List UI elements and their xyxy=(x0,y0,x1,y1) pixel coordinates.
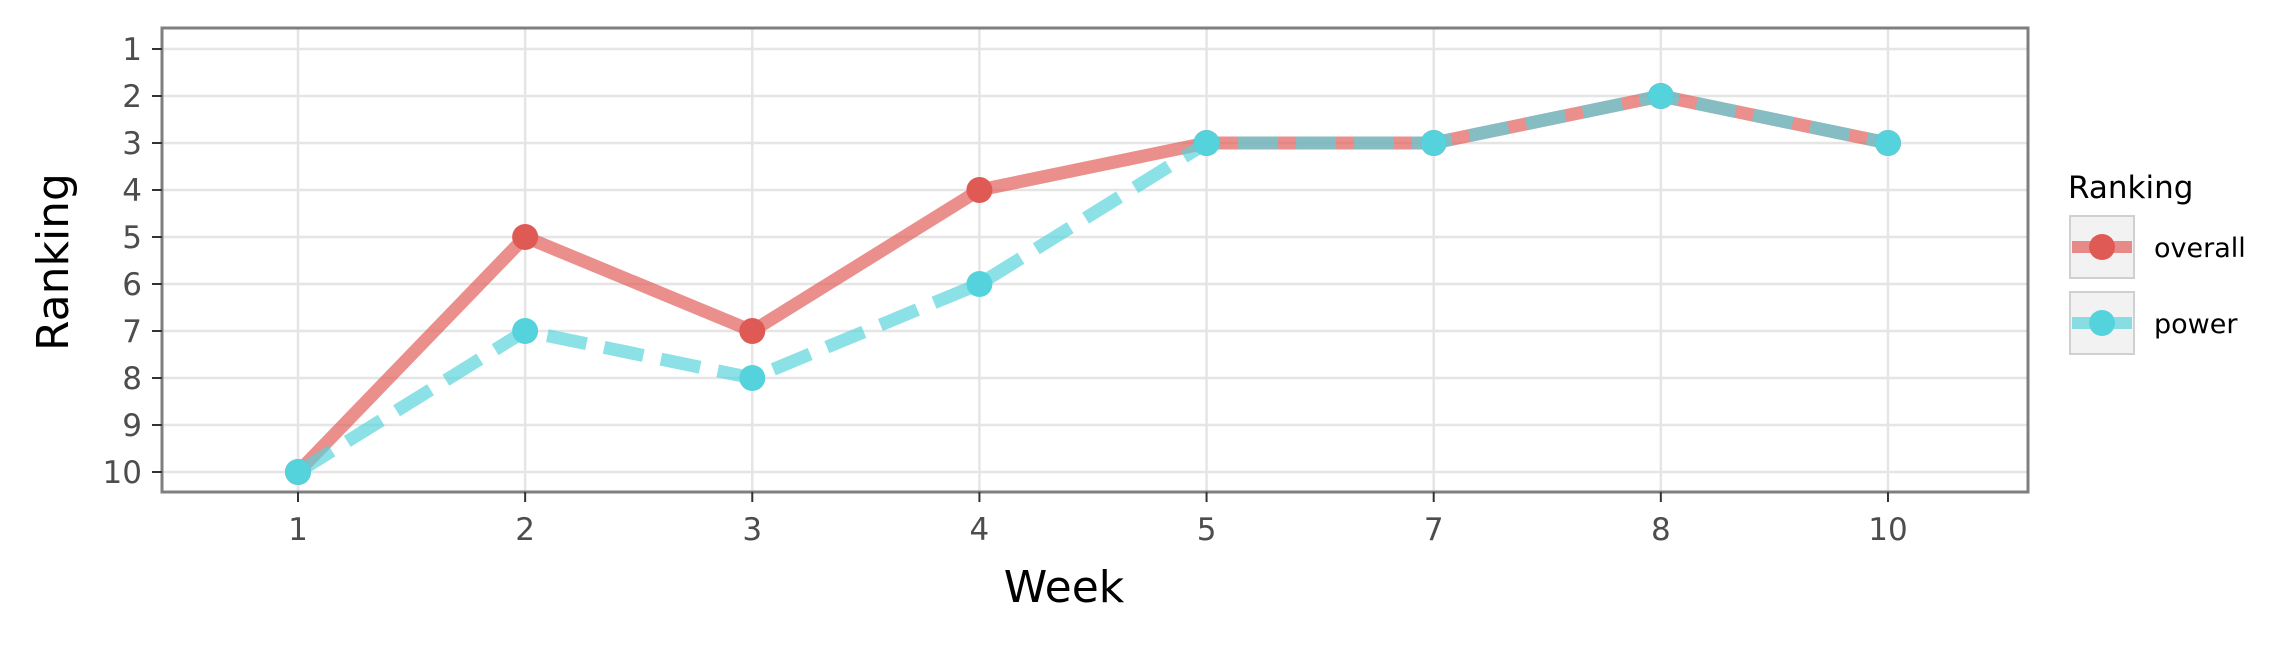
data-point-power xyxy=(1874,130,1901,156)
x-tick-label: 3 xyxy=(742,512,762,548)
y-axis-title: Ranking xyxy=(28,173,79,351)
x-tick-label: 8 xyxy=(1651,512,1671,548)
y-tick-label: 4 xyxy=(122,173,142,209)
x-tick-label: 1 xyxy=(288,512,308,548)
legend-items: overall power xyxy=(2069,215,2246,355)
y-tick-label: 10 xyxy=(103,455,142,491)
x-tick-label: 4 xyxy=(970,512,990,548)
data-point-overall xyxy=(739,318,766,344)
plot-panel xyxy=(162,28,2028,492)
y-tick-label: 6 xyxy=(122,267,142,303)
legend-title: Ranking xyxy=(2068,170,2193,206)
legend-item-power: power xyxy=(2069,291,2238,355)
data-point-overall xyxy=(512,224,539,250)
legend-key-point xyxy=(2089,310,2115,336)
data-point-power xyxy=(1647,83,1674,109)
data-point-power xyxy=(285,459,311,485)
y-tick-label: 2 xyxy=(122,79,142,115)
x-tick-label: 10 xyxy=(1868,512,1907,548)
y-tick-label: 1 xyxy=(122,32,142,68)
y-tick-label: 3 xyxy=(122,126,142,162)
series-layer xyxy=(285,83,1901,485)
legend-label: power xyxy=(2154,309,2238,340)
series-line-power xyxy=(294,89,1890,478)
plot-border xyxy=(160,26,2030,494)
legend: Ranking overall power xyxy=(2068,170,2246,355)
legend-item-overall: overall xyxy=(2069,215,2246,279)
data-point-power xyxy=(739,365,766,391)
x-axis: 1 2 3 4 5 7 8 10 xyxy=(288,492,1908,548)
data-point-overall xyxy=(966,177,993,203)
legend-label: overall xyxy=(2154,233,2246,264)
data-point-power xyxy=(1193,130,1220,156)
x-tick-label: 5 xyxy=(1197,512,1217,548)
data-point-power xyxy=(966,271,993,297)
y-axis: 1 2 3 4 5 6 7 8 9 10 xyxy=(103,32,162,491)
y-tick-label: 8 xyxy=(122,361,142,397)
data-point-power xyxy=(512,318,539,344)
y-tick-label: 5 xyxy=(122,220,142,256)
data-point-power xyxy=(1420,130,1447,156)
x-tick-label: 2 xyxy=(515,512,535,548)
y-tick-label: 9 xyxy=(122,408,142,444)
x-tick-label: 7 xyxy=(1424,512,1444,548)
series-line-overall xyxy=(293,89,1890,477)
y-tick-label: 7 xyxy=(122,314,142,350)
legend-key-point xyxy=(2089,234,2115,260)
x-axis-title: Week xyxy=(1004,562,1125,613)
y-gridlines xyxy=(162,47,2028,474)
